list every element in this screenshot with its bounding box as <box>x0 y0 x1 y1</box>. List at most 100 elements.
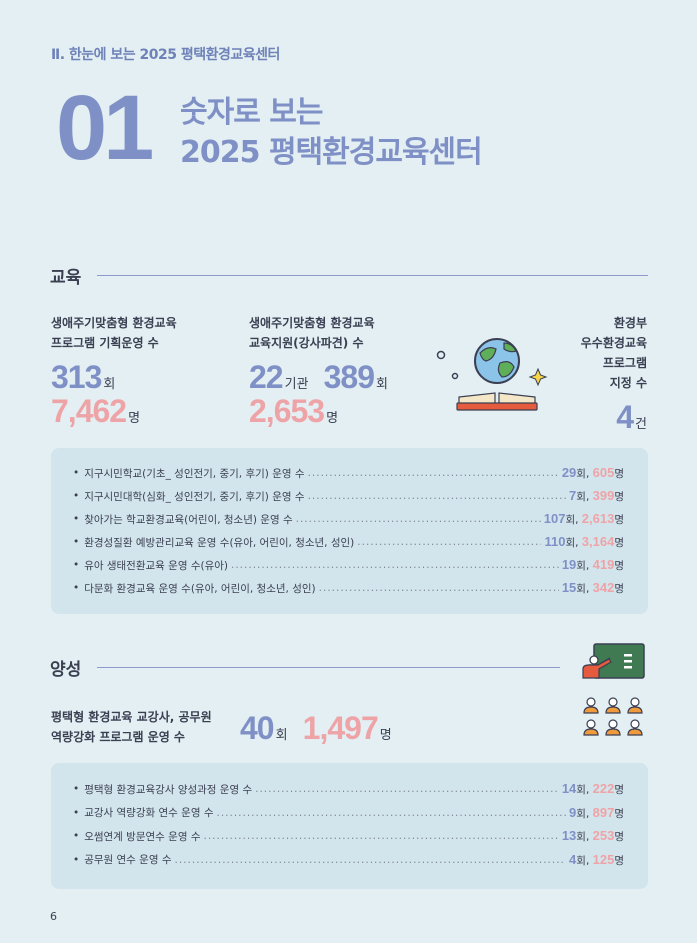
item-people: 605 <box>592 465 615 480</box>
dot-leader <box>319 582 559 594</box>
stat-label: 교육지원(강사파견) 수 <box>249 336 364 350</box>
training-detail-panel: •평택형 환경교육강사 양성과정 운영 수14회, 222명•교강사 역량강화 … <box>51 763 648 889</box>
item-values: 13회, 253명 <box>562 828 624 844</box>
item-count: 19 <box>561 557 577 572</box>
stat-orgs: 22 <box>249 359 284 395</box>
stat-people: 7,462 <box>51 393 127 429</box>
item-people-unit: 명 <box>614 468 624 480</box>
stat-label: 생애주기맞춤형 환경교육 <box>249 316 375 330</box>
section-divider <box>97 275 648 276</box>
item-count-unit: 회, <box>576 807 593 820</box>
item-people: 399 <box>592 488 615 503</box>
item-text: 공무원 연수 운영 수 <box>84 854 172 866</box>
item-count: 13 <box>561 828 577 843</box>
stat-program-planning: 생애주기맞춤형 환경교육 프로그램 기획운영 수 313 회 7,462 명 <box>51 313 177 427</box>
stat-unit: 명 <box>326 411 339 426</box>
item-count: 107 <box>543 511 566 526</box>
list-item: • 다문화 환경교육 운영 수(유아, 어린이, 청소년, 성인) 15회, 342… <box>73 577 624 599</box>
bullet: • <box>73 536 80 548</box>
globe-book-icon <box>436 338 548 411</box>
bullet: • <box>73 490 80 502</box>
stat-unit: 기관 <box>284 377 309 392</box>
item-count: 110 <box>544 534 566 549</box>
item-values: 4회, 125명 <box>569 852 624 868</box>
item-people: 222 <box>592 781 615 796</box>
item-people: 342 <box>592 580 615 595</box>
item-text: 다문화 환경교육 운영 수(유아, 어린이, 청소년, 성인) <box>84 582 316 595</box>
audience-icon <box>583 697 643 736</box>
item-count: 7 <box>569 488 577 503</box>
list-item: • 오썸연계 방문연수 운영 수 13회, 253명 <box>73 825 624 847</box>
item-people: 125 <box>592 851 615 867</box>
stat-unit: 명 <box>379 728 392 743</box>
dot-leader <box>203 830 558 842</box>
item-count-unit: 회, <box>565 537 582 549</box>
stat-label: 환경부 <box>613 316 647 330</box>
stat-label: 지정 수 <box>609 376 647 390</box>
breadcrumb: Ⅱ. 한눈에 보는 2025 평택환경교육센터 <box>51 47 280 63</box>
item-people: 3,164 <box>581 534 615 549</box>
stat-count: 4 <box>616 399 634 435</box>
item-count-unit: 회, <box>576 831 593 843</box>
item-people: 897 <box>592 804 615 820</box>
dot-leader <box>175 854 567 866</box>
item-people-unit: 명 <box>614 537 624 549</box>
sparkle-icon <box>528 367 548 387</box>
dot-leader <box>308 490 566 502</box>
item-people-unit: 명 <box>614 854 624 867</box>
stat-capacity-values: 40 회 1,497 명 <box>240 712 392 744</box>
item-people-unit: 명 <box>614 560 624 572</box>
stat-label: 역량강화 프로그램 운영 수 <box>51 730 185 744</box>
dot-leader <box>308 467 559 479</box>
list-item: • 환경성질환 예방관리교육 운영 수(유아, 어린이, 청소년, 성인) 110회… <box>73 531 624 553</box>
bullet: • <box>73 853 80 866</box>
stat-count: 40 <box>240 710 275 746</box>
stat-unit: 회 <box>103 377 116 392</box>
section-label: 양성 <box>50 660 82 680</box>
education-detail-panel: •지구시민학교(기초_ 성인전기, 중기, 후기) 운영 수29회, 605명 •… <box>51 448 648 614</box>
bullet: • <box>73 582 80 594</box>
stat-unit: 건 <box>635 417 647 432</box>
item-count: 14 <box>561 781 577 796</box>
item-text: 지구시민대학(심화_ 성인전기, 중기, 후기) 운영 수 <box>84 490 305 503</box>
item-people-unit: 명 <box>614 831 624 843</box>
item-count: 9 <box>569 804 577 820</box>
section-label: 교육 <box>50 268 82 288</box>
stat-people: 1,497 <box>302 710 379 746</box>
item-count-unit: 회, <box>565 514 582 526</box>
item-text: 환경성질환 예방관리교육 운영 수(유아, 어린이, 청소년, 성인) <box>84 536 355 549</box>
item-text: 찾아가는 학교환경교육(어린이, 청소년) 운영 수 <box>84 513 293 526</box>
item-values: 110회, 3,164명 <box>544 534 624 550</box>
stat-unit: 회 <box>376 377 388 392</box>
stat-people: 2,653 <box>249 393 325 429</box>
dot-leader <box>231 559 559 571</box>
section-divider <box>97 667 560 668</box>
item-values: 9회, 897명 <box>569 805 624 821</box>
list-item: • 지구시민학교(기초_ 성인전기, 중기, 후기) 운영 수 29회, 605명 <box>73 462 624 484</box>
dot-leader <box>216 807 566 819</box>
item-values: 19회, 419명 <box>562 557 624 573</box>
list-item: • 평택형 환경교육강사 양성과정 운영 수 14회, 222명 <box>73 778 624 800</box>
item-text: 유아 생태전환교육 운영 수(유아) <box>84 559 228 572</box>
list-item: • 공무원 연수 운영 수 4회, 125명 <box>73 849 624 871</box>
item-count-unit: 회, <box>576 784 593 796</box>
stat-label: 프로그램 <box>602 356 647 370</box>
stat-unit: 회 <box>275 728 288 743</box>
item-text: 평택형 환경교육강사 양성과정 운영 수 <box>84 783 253 796</box>
stat-unit: 명 <box>128 411 141 426</box>
list-item: • 유아 생태전환교육 운영 수(유아) 19회, 419명 <box>73 554 624 576</box>
list-item: • 교강사 역량강화 연수 운영 수 9회, 897명 <box>73 802 624 824</box>
section-header-training: 양성 <box>50 655 560 680</box>
stat-count: 389 <box>323 359 375 395</box>
bullet: • <box>73 783 80 795</box>
chapter-number: 01 <box>56 77 154 179</box>
item-people: 2,613 <box>581 511 615 526</box>
dot-leader <box>357 536 541 548</box>
item-count-unit: 회, <box>576 468 593 480</box>
item-count-unit: 회, <box>576 854 593 867</box>
item-count: 4 <box>569 851 577 867</box>
item-text: 오썸연계 방문연수 운영 수 <box>84 830 201 843</box>
item-people-unit: 명 <box>614 807 624 820</box>
stat-label: 평택형 환경교육 교강사, 공무원 <box>51 710 212 724</box>
